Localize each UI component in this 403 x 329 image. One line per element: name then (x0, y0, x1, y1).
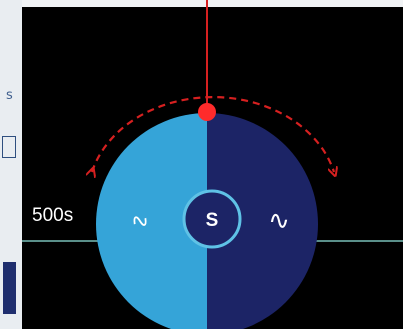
top-bar (22, 0, 403, 7)
center-label: S (206, 210, 219, 231)
right-half-symbol: ∿ (268, 206, 290, 236)
rotation-arc (92, 95, 334, 172)
position-marker[interactable] (198, 103, 216, 121)
center-disc (182, 189, 242, 249)
time-label: 500s (32, 205, 73, 226)
left-panel-strip: s (0, 0, 22, 329)
left-strip-box (2, 136, 16, 158)
left-strip-char: s (6, 88, 13, 103)
left-strip-bar (3, 262, 16, 314)
